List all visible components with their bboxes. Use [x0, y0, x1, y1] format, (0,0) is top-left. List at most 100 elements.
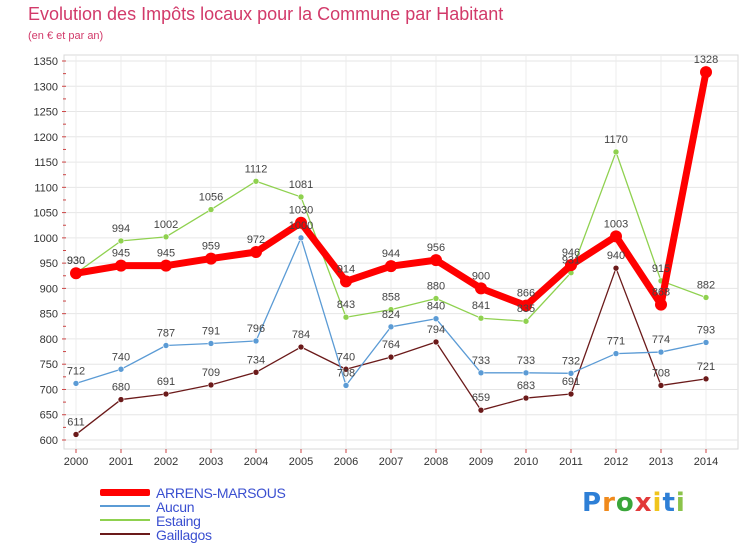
data-point: [117, 396, 125, 403]
legend-swatch-estaing: [100, 519, 150, 521]
data-label: 880: [427, 281, 445, 293]
data-label: 1056: [199, 192, 223, 204]
logo-letter: i: [675, 488, 686, 518]
data-point: [612, 148, 620, 156]
y-tick-label: 1200: [34, 132, 58, 144]
y-tick-label: 650: [40, 410, 58, 422]
data-point: [162, 390, 170, 398]
x-tick-label: 2003: [199, 456, 223, 468]
data-point: [477, 369, 485, 377]
data-label: 945: [112, 248, 130, 260]
legend-label: Estaing: [156, 513, 201, 529]
y-tick-label: 1000: [34, 233, 58, 245]
data-label: 858: [382, 292, 400, 304]
x-tick-label: 2009: [469, 456, 493, 468]
x-tick-label: 2002: [154, 456, 178, 468]
data-label: 1030: [289, 205, 313, 217]
legend-label: Gaillagos: [156, 527, 212, 543]
data-label: 931: [562, 255, 580, 267]
data-point: [252, 337, 260, 345]
y-tick-label: 1350: [34, 56, 58, 68]
data-point: [520, 299, 532, 312]
data-label: 708: [652, 367, 670, 379]
data-point: [70, 267, 82, 280]
legend-label: ARRENS-MARSOUS: [156, 485, 286, 501]
data-label: 793: [697, 324, 715, 336]
data-label: 915: [652, 263, 670, 275]
x-tick-label: 2000: [64, 456, 88, 468]
data-point: [522, 369, 530, 377]
data-label: 866: [517, 288, 535, 300]
data-label: 611: [67, 416, 85, 428]
y-tick-label: 600: [40, 435, 58, 447]
legend-swatch-aucun: [100, 505, 150, 507]
data-label: 1000: [289, 220, 313, 232]
data-point: [657, 348, 665, 356]
data-point: [72, 431, 80, 438]
y-tick-label: 1250: [34, 107, 58, 119]
data-point: [432, 295, 440, 302]
x-tick-label: 2010: [514, 456, 538, 468]
chart-subtitle: (en € et par an): [28, 30, 104, 42]
data-label: 733: [472, 355, 490, 367]
data-point: [297, 193, 305, 201]
y-tick-label: 900: [40, 283, 58, 295]
data-label: 721: [697, 361, 715, 373]
data-label: 1112: [245, 163, 268, 175]
legend-swatch-arrens-marsous: [100, 489, 150, 496]
data-label: 841: [472, 300, 490, 312]
data-point: [207, 381, 215, 389]
data-label: 994: [112, 223, 130, 235]
data-point: [657, 382, 665, 389]
data-label: 940: [607, 250, 625, 262]
logo-letter: i: [652, 488, 663, 518]
y-tick-label: 1050: [34, 208, 58, 220]
data-point: [432, 315, 440, 323]
data-label: 709: [202, 367, 220, 379]
data-point: [612, 264, 620, 272]
y-tick-label: 850: [40, 309, 58, 321]
data-label: 732: [562, 355, 580, 367]
y-tick-label: 950: [40, 258, 58, 270]
data-label: 691: [157, 376, 175, 388]
data-point: [702, 339, 710, 346]
data-label: 1170: [604, 134, 628, 146]
data-label: 930: [67, 255, 85, 267]
data-label: 959: [202, 241, 220, 253]
data-point: [295, 216, 307, 229]
data-label: 787: [157, 328, 175, 340]
logo-letter: P: [582, 488, 603, 518]
data-point: [342, 313, 350, 321]
legend-label: Aucun: [156, 499, 195, 515]
y-tick-label: 800: [40, 334, 58, 346]
data-point: [612, 350, 620, 357]
data-point: [250, 246, 262, 259]
data-labels: 930 945 945 959 972 1030 914 944 956 900 866 946 100…: [67, 54, 718, 428]
data-label: 900: [472, 270, 490, 282]
data-label: 1002: [154, 219, 178, 231]
data-point: [477, 314, 485, 322]
data-point: [252, 368, 260, 376]
data-label: 740: [337, 351, 355, 363]
x-tick-label: 2007: [379, 456, 403, 468]
series-group: [70, 66, 712, 438]
data-point: [387, 353, 395, 361]
data-point: [297, 343, 305, 351]
data-point: [162, 233, 170, 241]
data-point: [340, 275, 352, 288]
data-point: [655, 298, 667, 311]
plot-frame: [63, 54, 739, 450]
y-tick-label: 1150: [34, 157, 58, 169]
data-point: [567, 390, 575, 398]
data-point: [567, 369, 575, 377]
x-tick-label: 2005: [289, 456, 313, 468]
data-label: 840: [427, 301, 445, 313]
data-label: 733: [517, 355, 535, 367]
data-label: 944: [382, 248, 400, 260]
data-point: [207, 340, 215, 347]
data-point: [475, 282, 487, 295]
data-point: [700, 66, 712, 79]
proxiti-logo[interactable]: Proxiti: [582, 488, 686, 518]
data-label: 946: [562, 247, 580, 259]
